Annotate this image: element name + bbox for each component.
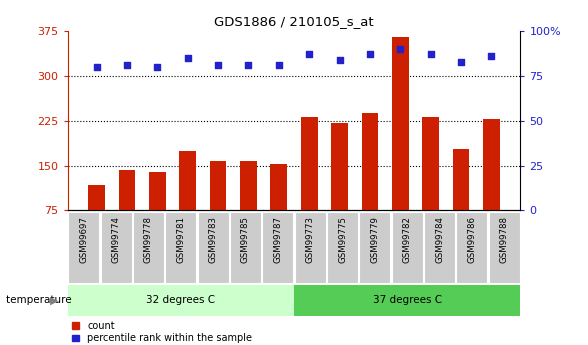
Point xyxy=(183,55,192,61)
Point xyxy=(396,46,405,52)
Bar xyxy=(359,212,390,283)
Point xyxy=(426,52,435,57)
Bar xyxy=(240,161,257,255)
Title: GDS1886 / 210105_s_at: GDS1886 / 210105_s_at xyxy=(214,16,374,29)
Text: GSM99773: GSM99773 xyxy=(306,216,315,263)
Text: GSM99697: GSM99697 xyxy=(79,216,88,263)
Text: temperature: temperature xyxy=(6,295,75,305)
Bar xyxy=(68,285,294,316)
Text: GSM99787: GSM99787 xyxy=(273,216,282,263)
Point xyxy=(92,64,101,70)
Text: 32 degrees C: 32 degrees C xyxy=(146,295,215,305)
Bar xyxy=(392,37,409,255)
Bar xyxy=(179,151,196,255)
Bar xyxy=(68,212,99,283)
Bar xyxy=(453,149,469,255)
Bar xyxy=(294,285,520,316)
Point xyxy=(487,53,496,59)
Bar xyxy=(262,212,293,283)
Bar xyxy=(424,212,455,283)
Bar xyxy=(295,212,326,283)
Point xyxy=(274,62,283,68)
Bar xyxy=(301,117,318,255)
Point xyxy=(153,64,162,70)
Text: GSM99779: GSM99779 xyxy=(370,216,379,263)
Bar xyxy=(230,212,261,283)
Bar xyxy=(331,122,348,255)
Bar xyxy=(88,185,105,255)
Text: GSM99783: GSM99783 xyxy=(209,216,218,263)
Text: GSM99786: GSM99786 xyxy=(467,216,476,263)
Text: GSM99788: GSM99788 xyxy=(500,216,509,263)
Bar xyxy=(327,212,358,283)
Bar xyxy=(101,212,132,283)
Bar xyxy=(483,119,500,255)
Point xyxy=(305,52,314,57)
Bar xyxy=(198,212,229,283)
Bar xyxy=(119,170,135,255)
Bar xyxy=(489,212,520,283)
Bar xyxy=(165,212,196,283)
Text: GSM99775: GSM99775 xyxy=(338,216,347,263)
Bar xyxy=(210,161,226,255)
Bar xyxy=(456,212,487,283)
Point xyxy=(244,62,253,68)
Point xyxy=(122,62,132,68)
Bar xyxy=(270,165,287,255)
Bar xyxy=(149,171,166,255)
Bar xyxy=(422,117,439,255)
Bar xyxy=(392,212,423,283)
Text: GSM99785: GSM99785 xyxy=(241,216,250,263)
Point xyxy=(456,59,466,64)
Text: 37 degrees C: 37 degrees C xyxy=(373,295,442,305)
Text: GSM99782: GSM99782 xyxy=(403,216,412,263)
Bar xyxy=(362,113,378,255)
Point xyxy=(365,52,375,57)
Text: GSM99784: GSM99784 xyxy=(435,216,444,263)
Bar xyxy=(133,212,164,283)
Text: GSM99774: GSM99774 xyxy=(112,216,121,263)
Text: ▶: ▶ xyxy=(51,295,59,305)
Text: GSM99781: GSM99781 xyxy=(176,216,185,263)
Text: GSM99778: GSM99778 xyxy=(144,216,153,263)
Point xyxy=(213,62,223,68)
Legend: count, percentile rank within the sample: count, percentile rank within the sample xyxy=(72,321,252,344)
Point xyxy=(335,57,344,62)
